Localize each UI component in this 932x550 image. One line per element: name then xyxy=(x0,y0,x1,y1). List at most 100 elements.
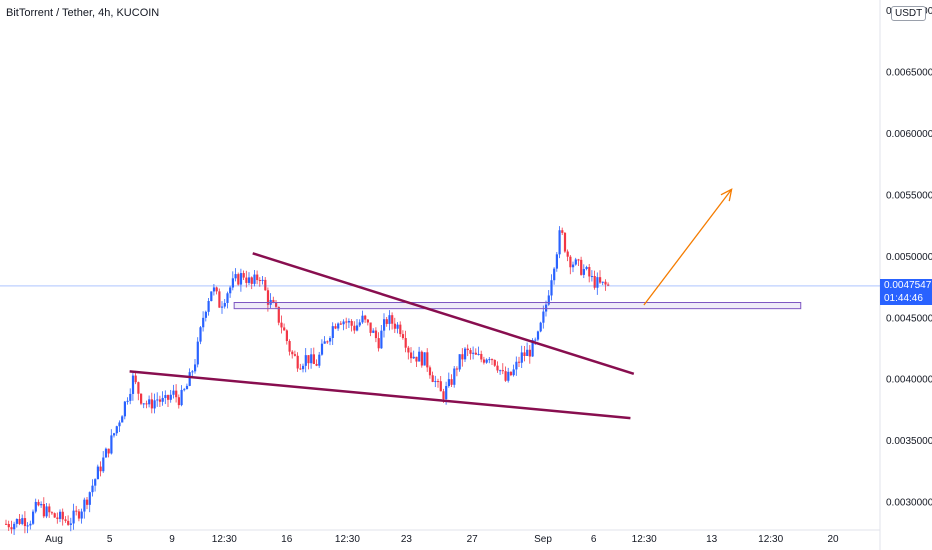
candle-body xyxy=(194,364,197,372)
candle-body xyxy=(126,400,129,402)
candle-body xyxy=(464,348,467,360)
candle-body xyxy=(239,273,243,285)
candle-body xyxy=(253,274,256,284)
candle-body xyxy=(293,354,297,356)
candle-body xyxy=(37,501,40,506)
candle-body xyxy=(388,315,391,324)
last-price-label: 0.00475471 xyxy=(880,278,932,292)
candle-body xyxy=(242,273,245,278)
candle-body xyxy=(469,350,472,354)
candle-body xyxy=(450,379,453,385)
candle-body xyxy=(223,302,226,307)
candle-body xyxy=(264,279,267,291)
candle-body xyxy=(161,397,164,402)
candle-body xyxy=(202,317,205,328)
candle-body xyxy=(563,232,567,252)
candle-body xyxy=(420,351,423,366)
candle-body xyxy=(574,259,577,265)
candle-body xyxy=(34,501,37,512)
candle-body xyxy=(196,341,199,365)
candle-body xyxy=(455,368,459,370)
currency-unit-badge[interactable]: USDT xyxy=(891,6,927,21)
x-tick-label: 13 xyxy=(706,534,718,545)
candle-body xyxy=(542,311,545,323)
candle-body xyxy=(231,278,234,288)
candle-body xyxy=(331,326,334,339)
candle-body xyxy=(188,372,191,386)
candle-body xyxy=(83,499,86,512)
candle-body xyxy=(7,523,10,528)
candle-body xyxy=(590,276,594,278)
candle-body xyxy=(561,230,564,233)
candle-body xyxy=(123,401,126,417)
candle-body xyxy=(399,324,402,335)
x-tick-label: 9 xyxy=(169,534,175,545)
resistance-zone xyxy=(233,302,802,310)
candle-body xyxy=(104,448,108,458)
candle-body xyxy=(5,523,8,525)
candle-body xyxy=(212,287,216,292)
candle-body xyxy=(526,349,529,356)
candle-body xyxy=(329,338,332,342)
candle-body xyxy=(88,492,91,505)
candle-body xyxy=(428,367,432,376)
candle-body xyxy=(26,525,29,527)
candle-body xyxy=(75,510,78,512)
candle-body xyxy=(350,321,353,326)
candle-body xyxy=(80,511,83,519)
candle-body xyxy=(439,381,442,392)
candle-body xyxy=(607,284,610,286)
x-tick-label: 27 xyxy=(467,534,479,545)
bar-countdown-label: 01:44:46 xyxy=(880,291,932,305)
candle-body xyxy=(547,295,550,305)
y-tick-label: 0.00300000 xyxy=(886,498,932,509)
candle-body xyxy=(482,359,486,363)
candle-body xyxy=(315,363,318,366)
candle-body xyxy=(250,277,253,284)
candle-body xyxy=(40,504,43,506)
candle-body xyxy=(283,327,286,331)
candle-body xyxy=(121,416,124,423)
candle-body xyxy=(593,276,596,288)
candle-body xyxy=(518,361,521,363)
x-tick-label: 12:30 xyxy=(335,534,360,545)
candle-body xyxy=(377,338,380,349)
candle-body xyxy=(520,352,523,363)
chart-title: BitTorrent / Tether, 4h, KUCOIN xyxy=(6,7,160,19)
candle-body xyxy=(553,268,556,281)
candle-body xyxy=(29,523,32,526)
candle-body xyxy=(96,466,99,480)
candle-body xyxy=(69,523,72,525)
candle-body xyxy=(77,511,81,519)
candle-body xyxy=(512,369,515,376)
candle-body xyxy=(353,325,356,331)
candle-body xyxy=(113,433,116,436)
candle-body xyxy=(366,319,369,323)
candle-body xyxy=(528,349,531,357)
candle-body xyxy=(442,391,445,400)
candle-body xyxy=(423,352,426,366)
x-tick-label: 12:30 xyxy=(632,534,657,545)
candle-body xyxy=(396,324,399,329)
candle-body xyxy=(488,359,491,361)
candle-body xyxy=(266,290,270,305)
candle-body xyxy=(415,356,418,362)
candle-body xyxy=(569,256,572,268)
candle-body xyxy=(64,519,67,521)
candle-body xyxy=(364,315,367,320)
candle-body xyxy=(91,485,94,493)
candle-body xyxy=(142,403,145,405)
candle-body xyxy=(150,399,153,409)
candle-body xyxy=(210,291,213,302)
candle-body xyxy=(404,338,407,348)
candle-body xyxy=(115,426,118,434)
candle-body xyxy=(588,267,591,277)
candle-body xyxy=(323,341,326,344)
candle-body xyxy=(61,511,64,520)
candle-body xyxy=(94,479,97,486)
candle-body xyxy=(320,343,324,355)
candle-body xyxy=(539,322,542,332)
